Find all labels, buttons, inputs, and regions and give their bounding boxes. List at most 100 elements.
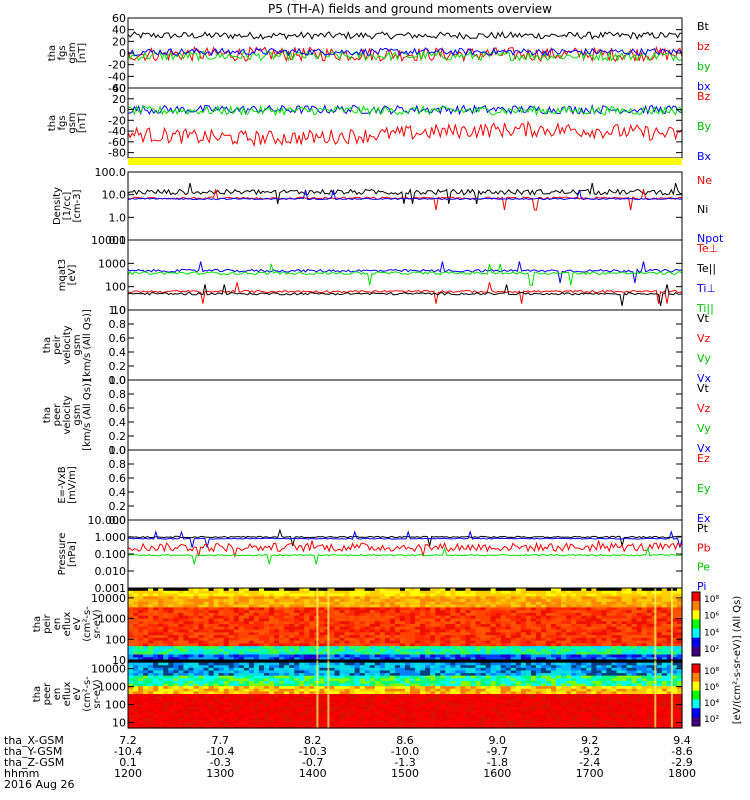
colorbar-swatch bbox=[692, 610, 700, 620]
x-tick-label: 7.7 bbox=[212, 734, 230, 747]
x-tick-label: -10.4 bbox=[114, 745, 142, 758]
y-axis-label-peir_en: thapeirenefluxeV(cm²-s-sr-eV) bbox=[32, 606, 103, 642]
tick-label-peer_vel: 1.0 bbox=[109, 374, 127, 387]
x-tick-label: 8.6 bbox=[396, 734, 414, 747]
panel-frame-peir_vel bbox=[127, 309, 683, 381]
legend-entry-fgs_dsl: Bz bbox=[697, 90, 711, 103]
tick-label-peir_vel: 0.8 bbox=[109, 318, 127, 331]
x-axis-labels: tha_X-GSM 7.2 7.7 8.2 8.6 9.0 9.2 9.4 tha_Y-GSM -… bbox=[4, 734, 696, 791]
legend-entry-density: Ni bbox=[697, 203, 708, 216]
legend-entry-efield: Ey bbox=[697, 482, 711, 495]
panel-frame-peer_en bbox=[127, 659, 683, 729]
tick-label-peir_en: 10 bbox=[112, 654, 126, 667]
series-line-fgs_dsl-Bx bbox=[127, 103, 683, 116]
legend-entry-efield: Ez bbox=[697, 452, 710, 465]
tick-label-pressure: 0.100 bbox=[95, 548, 127, 561]
tick-label-temperature: 100 bbox=[105, 281, 126, 294]
tick-label-peir_en: 1000 bbox=[98, 613, 126, 626]
x-tick-label: 8.2 bbox=[304, 734, 322, 747]
tick-label-peir_vel: 0.6 bbox=[109, 332, 127, 345]
x-tick-label: -0.7 bbox=[302, 756, 323, 769]
colorbar-swatch bbox=[692, 717, 700, 727]
legend-entry-fgs: bz bbox=[697, 40, 710, 53]
series-line-temperature-Ti|| bbox=[127, 263, 683, 286]
legend-entry-temperature: Ti|| bbox=[696, 302, 714, 315]
tick-label-fgs: 20 bbox=[112, 35, 126, 48]
tick-label-efield: 0.4 bbox=[109, 486, 127, 499]
tick-label-fgs: -40 bbox=[108, 70, 126, 83]
tick-label-fgs: -20 bbox=[108, 59, 126, 72]
tick-label-peer_vel: 0.4 bbox=[109, 416, 127, 429]
tick-label-efield: 0.6 bbox=[109, 472, 127, 485]
x-axis-row-label: tha_Y-GSM bbox=[4, 745, 62, 758]
tick-label-fgs: -60 bbox=[108, 82, 126, 95]
x-tick-label: 1800 bbox=[668, 767, 696, 780]
series-line-pressure-Pt bbox=[127, 528, 682, 547]
legend-entry-temperature: Te|| bbox=[696, 262, 716, 275]
tick-label-density: 0.1 bbox=[109, 234, 127, 247]
legend-entry-pressure: Pb bbox=[697, 541, 711, 554]
legend-entry-fgs_dsl: Bx bbox=[697, 150, 712, 163]
colorbar-swatch bbox=[692, 681, 700, 692]
x-tick-label: 1300 bbox=[206, 767, 234, 780]
colorbar-swatch bbox=[692, 601, 700, 611]
series-line-fgs-by bbox=[127, 50, 683, 63]
series-line-temperature-Te|| bbox=[127, 284, 683, 306]
tick-label-fgs_dsl: -60 bbox=[108, 136, 126, 149]
tick-label-peer_vel: 0.2 bbox=[109, 430, 127, 443]
legend-entry-peer_vel: Vx bbox=[697, 442, 712, 455]
legend-entry-peir_vel: Vz bbox=[697, 332, 711, 345]
legend-entry-temperature: Ti⊥ bbox=[696, 282, 716, 295]
legend-entry-peir_vel: Vx bbox=[697, 372, 712, 385]
tick-label-peer_vel: 0.8 bbox=[109, 388, 127, 401]
y-axis-label-pressure: Pressure[nPa] bbox=[57, 533, 78, 576]
panel-frame-peer_vel bbox=[127, 379, 683, 451]
tick-label-temperature: 10000 bbox=[91, 234, 126, 247]
x-tick-label: -0.3 bbox=[210, 756, 231, 769]
tick-label-pressure: 1.000 bbox=[95, 531, 127, 544]
tick-label-peir_en: 100 bbox=[105, 633, 126, 646]
y-axis-label-peer_vel: thapeervelocitygsm[km/s (All Qs)] bbox=[42, 379, 93, 451]
x-tick-label: -2.4 bbox=[579, 756, 600, 769]
series-line-pressure-Pi bbox=[127, 530, 683, 548]
colorbar-tick: 10⁶ bbox=[704, 683, 719, 693]
tick-label-fgs_dsl: -20 bbox=[108, 114, 126, 127]
colorbar-swatch bbox=[692, 672, 700, 683]
legend-entry-fgs: by bbox=[697, 60, 711, 73]
legend-entry-temperature: Te⊥ bbox=[696, 242, 718, 255]
x-tick-label: -9.2 bbox=[579, 745, 600, 758]
tick-label-peir_vel: 0.2 bbox=[109, 360, 127, 373]
x-axis-row-label: tha_X-GSM bbox=[4, 734, 64, 747]
colorbar-swatch bbox=[692, 690, 700, 700]
legend-entry-pressure: Pe bbox=[697, 561, 710, 574]
panel-peer_vel: 1.00.80.60.40.20.0thapeervelocitygsm[km/… bbox=[42, 374, 712, 457]
legend-entry-fgs: Bt bbox=[697, 20, 710, 33]
legend-entry-peer_vel: Vt bbox=[697, 382, 710, 395]
panel-peir_vel: 1.00.80.60.40.20.0thapeirvelocitygsm[km/… bbox=[42, 304, 712, 387]
colorbar-tick: 10⁴ bbox=[704, 628, 719, 638]
x-tick-label: 1200 bbox=[114, 767, 142, 780]
legend-entry-density: Npot bbox=[697, 232, 724, 245]
x-axis-row-label: tha_Z-GSM bbox=[4, 756, 64, 769]
tick-label-temperature: 10 bbox=[112, 304, 126, 317]
y-axis-label-fgs_dsl: thafgsgsm[nT] bbox=[47, 112, 88, 133]
y-axis-label-density: Density[1/cc][cm-3] bbox=[52, 187, 83, 225]
tick-label-fgs_dsl: -80 bbox=[108, 147, 126, 160]
colorbar-frame-0 bbox=[691, 591, 701, 657]
legend-entry-pressure: Pi bbox=[697, 580, 706, 593]
colorbar-tick: 10⁴ bbox=[704, 699, 719, 709]
tick-label-pressure: 10.000 bbox=[88, 514, 127, 527]
panel-frame-density bbox=[127, 171, 683, 241]
colorbar-swatch bbox=[692, 592, 700, 602]
panel-frame-efield bbox=[127, 449, 683, 521]
panel-temperature: 10000 1000 100 10 mqat3[eV] Te⊥ Te|| Ti⊥ Ti|| bbox=[57, 234, 718, 317]
spectrogram-peir_en bbox=[128, 588, 683, 661]
x-tick-label: 1600 bbox=[483, 767, 511, 780]
x-tick-label: -1.3 bbox=[394, 756, 415, 769]
tick-label-peir_vel: 0.0 bbox=[109, 374, 127, 387]
legend-entry-peir_vel: Vt bbox=[697, 312, 710, 325]
series-line-fgs_dsl-By bbox=[127, 104, 683, 117]
panel-frame-temperature bbox=[127, 239, 683, 311]
